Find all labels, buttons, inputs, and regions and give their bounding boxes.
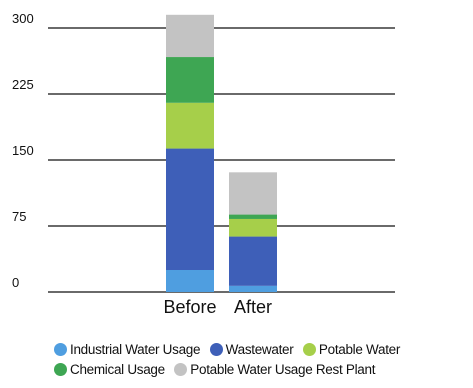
bar-segment-chemical-usage xyxy=(229,214,277,219)
legend-swatch xyxy=(209,343,223,356)
legend-item-wastewater: Wastewater xyxy=(209,342,294,357)
gridlines xyxy=(48,27,395,293)
y-tick-label: 300 xyxy=(12,11,34,26)
legend-item-chemical-usage: Chemical Usage xyxy=(54,362,165,377)
y-axis-ticks: 0 75 150 225 300 xyxy=(12,11,34,290)
legend-row-2: Chemical Usage Potable Water Usage Rest … xyxy=(54,362,381,377)
legend-row-1: Industrial Water Usage Wastewater Potabl… xyxy=(54,342,406,357)
y-tick-label: 0 xyxy=(12,275,19,290)
bar-segment-industrial-water-usage xyxy=(229,285,277,292)
bar-segment-potable-water xyxy=(229,218,277,237)
legend-label: Potable Water Usage Rest Plant xyxy=(190,362,376,377)
y-tick-label: 150 xyxy=(12,143,34,158)
legend-swatch xyxy=(54,343,67,356)
bar-segment-industrial-water-usage xyxy=(166,270,214,292)
x-category-label: After xyxy=(234,297,272,317)
x-category-label: Before xyxy=(163,297,216,317)
legend-swatch xyxy=(302,343,316,356)
legend-item-potable-water: Potable Water xyxy=(302,342,401,357)
legend-label: Industrial Water Usage xyxy=(70,342,201,357)
bar-stack-after xyxy=(229,172,277,292)
bar-segment-potable-water-usage-rest-plant xyxy=(166,14,214,58)
y-tick-label: 75 xyxy=(12,209,26,224)
legend-item-potable-water-usage-rest-plant: Potable Water Usage Rest Plant xyxy=(174,362,375,377)
bar-stacks xyxy=(166,14,277,292)
bar-stack-before xyxy=(166,14,214,292)
legend-label: Chemical Usage xyxy=(70,362,165,377)
bar-segment-potable-water-usage-rest-plant xyxy=(229,172,277,215)
y-tick-label: 225 xyxy=(12,77,34,92)
legend-label: Wastewater xyxy=(225,342,294,357)
legend-swatch xyxy=(54,363,67,376)
legend-swatch xyxy=(174,363,188,376)
bar-segment-wastewater xyxy=(229,236,277,286)
legend-label: Potable Water xyxy=(318,342,401,357)
bar-segment-chemical-usage xyxy=(166,57,214,103)
legend-item-industrial-water-usage: Industrial Water Usage xyxy=(54,342,201,357)
bar-segment-potable-water xyxy=(166,102,214,149)
x-axis-categories: Before After xyxy=(163,297,272,317)
bar-segment-wastewater xyxy=(166,148,214,270)
